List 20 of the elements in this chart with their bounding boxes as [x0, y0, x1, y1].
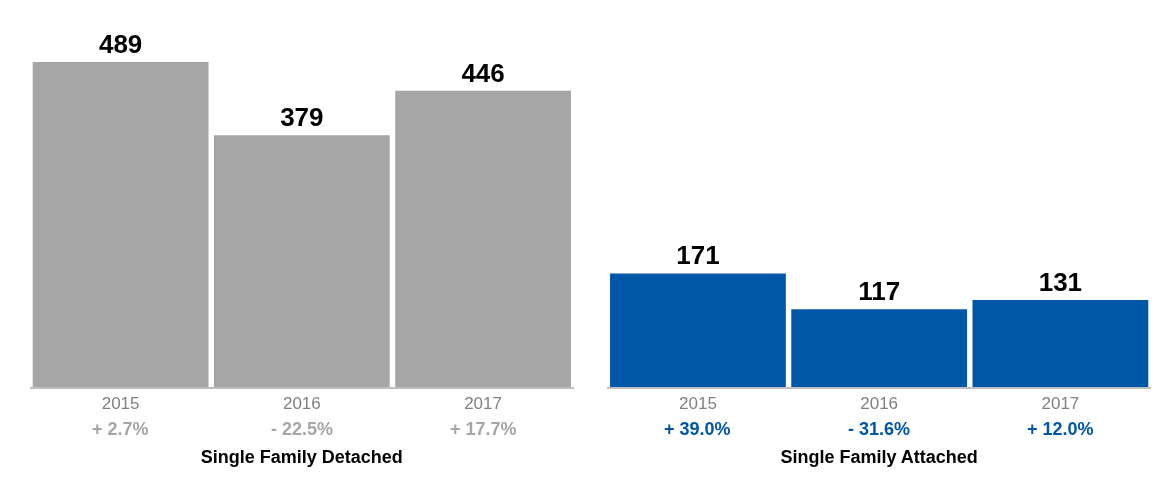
data-label: 379: [280, 102, 324, 133]
text: - 22.5%: [271, 419, 334, 439]
x-axis-title: Single Family Detached: [200, 447, 403, 467]
x-axis-title: Single Family Attached: [780, 447, 978, 467]
x-tick-label: 2016: [282, 394, 321, 414]
text: + 2.7%: [92, 419, 149, 439]
data-label: 131: [1038, 266, 1083, 297]
data-label: 489: [98, 29, 143, 60]
x-tick-label: 2015: [679, 394, 717, 414]
x-tick-label: 2017: [464, 394, 502, 414]
x-tick-label: 2017: [1041, 394, 1080, 414]
data-label: 117: [858, 276, 901, 307]
text: + 12.0%: [1027, 419, 1094, 439]
text: + 17.7%: [450, 419, 517, 439]
data-label: 446: [461, 57, 505, 88]
x-tick-label: 2015: [101, 394, 140, 414]
data-label: 171: [676, 240, 720, 271]
text: + 39.0%: [664, 419, 731, 439]
x-tick-label: 2016: [860, 394, 899, 414]
text: - 31.6%: [848, 419, 911, 439]
